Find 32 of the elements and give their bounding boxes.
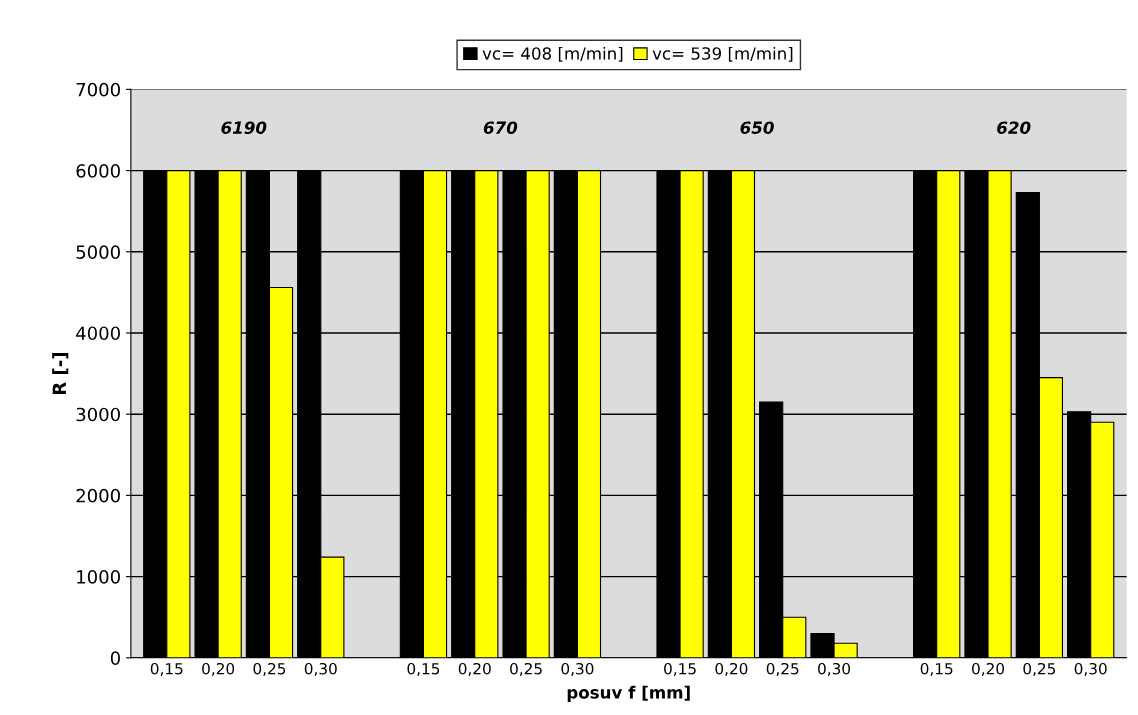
y-tick-label: 6000 xyxy=(76,164,120,178)
x-tick-label: 0,20 xyxy=(458,662,491,677)
x-tick-label: 0,15 xyxy=(664,662,696,677)
annotation: 6190 xyxy=(221,121,267,135)
x-tick-label: 0,25 xyxy=(253,662,286,677)
x-tick-label: 0,25 xyxy=(510,662,542,677)
y-tick-label: 2000 xyxy=(76,488,120,503)
x-tick-label: 0,15 xyxy=(920,662,953,677)
x-tick-label: 0,15 xyxy=(150,662,183,677)
y-tick-label: 3000 xyxy=(76,407,120,422)
x-tick-label: 0,20 xyxy=(715,662,748,677)
y-tick-label: 5000 xyxy=(76,245,120,259)
y-axis-title: R [-] xyxy=(52,353,69,395)
x-tick-label: 0,15 xyxy=(407,662,440,677)
x-axis-title: posuv f [mm] xyxy=(567,685,690,702)
y-tick-label: 7000 xyxy=(76,82,120,97)
x-tick-label: 0,30 xyxy=(818,662,851,677)
legend-label: vc= 408 [m/min] xyxy=(482,46,623,62)
y-tick-label: 4000 xyxy=(76,326,120,341)
annotation: 620 xyxy=(997,121,1031,135)
x-tick-label: 0,20 xyxy=(202,662,235,677)
x-tick-label: 0,20 xyxy=(972,662,1005,677)
legend-label: vc= 539 [m/min] xyxy=(652,46,793,62)
annotation: 650 xyxy=(740,121,774,135)
annotation: 670 xyxy=(483,121,518,135)
x-tick-label: 0,25 xyxy=(1023,662,1056,677)
y-tick-label: 1000 xyxy=(77,570,120,584)
x-tick-label: 0,25 xyxy=(766,662,799,677)
x-tick-label: 0,30 xyxy=(1074,662,1107,677)
x-tick-label: 0,30 xyxy=(561,662,594,677)
x-tick-label: 0,30 xyxy=(304,662,337,677)
y-tick-label: 0 xyxy=(110,651,120,665)
